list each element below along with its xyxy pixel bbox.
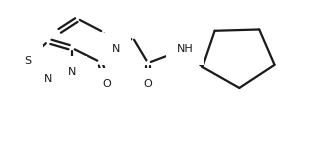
Text: N: N bbox=[44, 74, 52, 84]
Text: NH: NH bbox=[176, 44, 193, 54]
Text: S: S bbox=[24, 56, 32, 66]
Text: N: N bbox=[112, 44, 120, 54]
Text: N: N bbox=[68, 67, 76, 77]
Text: O: O bbox=[143, 79, 152, 89]
Text: O: O bbox=[103, 79, 111, 89]
